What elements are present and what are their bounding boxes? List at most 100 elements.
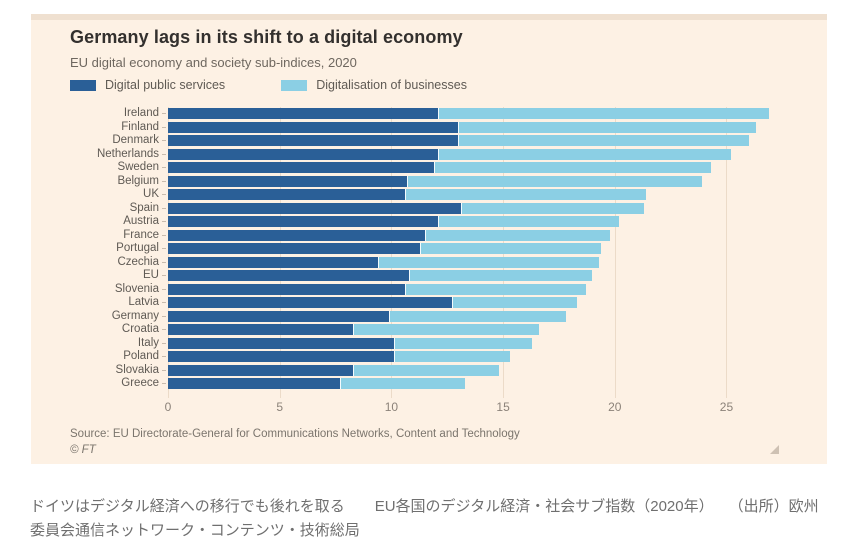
x-tick-label: 5 bbox=[276, 400, 284, 414]
segment-digital-public-services bbox=[168, 364, 354, 376]
stacked-bar bbox=[168, 175, 827, 187]
category-label: Germany bbox=[111, 309, 159, 322]
segment-digitalisation-of-businesses bbox=[389, 310, 566, 322]
category-label: Denmark bbox=[112, 134, 159, 146]
category-label: UK bbox=[143, 188, 159, 200]
category-label: Portugal bbox=[116, 242, 159, 254]
bar-row bbox=[162, 283, 827, 297]
chart-title: Germany lags in its shift to a digital e… bbox=[70, 27, 463, 47]
stacked-bar bbox=[168, 378, 827, 389]
bar-row bbox=[162, 242, 827, 256]
segment-digital-public-services bbox=[168, 270, 410, 281]
stacked-bar bbox=[168, 108, 827, 119]
legend: Digital public services Digitalisation o… bbox=[70, 78, 467, 92]
stacked-bar bbox=[168, 135, 827, 146]
stacked-bar bbox=[168, 270, 827, 281]
segment-digital-public-services bbox=[168, 243, 421, 254]
chart-subtitle: EU digital economy and society sub-indic… bbox=[70, 55, 357, 70]
chart-card: Germany lags in its shift to a digital e… bbox=[31, 14, 827, 464]
segment-digital-public-services bbox=[168, 283, 405, 295]
stacked-bar bbox=[168, 148, 827, 160]
segment-digitalisation-of-businesses bbox=[460, 202, 644, 214]
japanese-caption-line1: ドイツはデジタル経済への移行でも後れを取る EU各国のデジタル経済・社会サブ指数… bbox=[30, 498, 819, 515]
legend-label: Digitalisation of businesses bbox=[316, 78, 467, 92]
x-axis: 0 5 10 15 20 25 bbox=[164, 400, 827, 416]
category-label: Belgium bbox=[117, 174, 159, 187]
segment-digital-public-services bbox=[168, 175, 408, 187]
segment-digitalisation-of-businesses bbox=[433, 162, 711, 173]
segment-digital-public-services bbox=[168, 216, 439, 227]
bar-row bbox=[162, 310, 827, 324]
segment-digital-public-services bbox=[168, 310, 390, 322]
bar-row bbox=[162, 364, 827, 378]
segment-digital-public-services bbox=[168, 202, 461, 214]
category-label: Sweden bbox=[117, 161, 159, 173]
stacked-bar bbox=[168, 283, 827, 295]
legend-label: Digital public services bbox=[105, 78, 226, 92]
segment-digitalisation-of-businesses bbox=[458, 135, 749, 146]
bar-row bbox=[162, 121, 827, 135]
category-label: Spain bbox=[129, 201, 159, 214]
stacked-bar bbox=[168, 121, 827, 133]
bar-row bbox=[162, 269, 827, 283]
resize-handle-icon[interactable] bbox=[770, 445, 779, 454]
category-labels: Ireland Finland Denmark Netherlands Sweden Be… bbox=[31, 107, 159, 391]
segment-digitalisation-of-businesses bbox=[458, 121, 756, 133]
category-label: Poland bbox=[123, 350, 159, 362]
segment-digitalisation-of-businesses bbox=[393, 337, 533, 349]
segment-digital-public-services bbox=[168, 351, 394, 362]
segment-digital-public-services bbox=[168, 297, 452, 308]
segment-digital-public-services bbox=[168, 121, 459, 133]
segment-digital-public-services bbox=[168, 378, 340, 389]
segment-digitalisation-of-businesses bbox=[409, 270, 593, 281]
x-tick-label: 20 bbox=[608, 400, 622, 414]
legend-swatch-light-blue bbox=[281, 79, 308, 91]
stacked-bar bbox=[168, 337, 827, 349]
gridline bbox=[726, 107, 728, 398]
bar-row bbox=[162, 148, 827, 162]
gridline bbox=[614, 107, 616, 398]
stacked-bar bbox=[168, 162, 827, 173]
segment-digitalisation-of-businesses bbox=[438, 216, 620, 227]
source-line: Source: EU Directorate-General for Commu… bbox=[70, 428, 520, 440]
segment-digitalisation-of-businesses bbox=[404, 189, 647, 200]
segment-digital-public-services bbox=[168, 189, 405, 200]
bar-row bbox=[162, 134, 827, 148]
category-label: Slovenia bbox=[114, 282, 159, 295]
stacked-bar bbox=[168, 216, 827, 227]
segment-digital-public-services bbox=[168, 148, 439, 160]
legend-item-digitalisation: Digitalisation of businesses bbox=[281, 78, 467, 92]
segment-digitalisation-of-businesses bbox=[377, 256, 600, 268]
x-tick-label: 15 bbox=[496, 400, 510, 414]
segment-digital-public-services bbox=[168, 324, 354, 335]
bar-row bbox=[162, 107, 827, 121]
segment-digitalisation-of-businesses bbox=[353, 324, 539, 335]
stacked-bar bbox=[168, 364, 827, 376]
segment-digital-public-services bbox=[168, 256, 378, 268]
stacked-bar bbox=[168, 324, 827, 335]
category-label: Croatia bbox=[121, 323, 159, 335]
category-label: Greece bbox=[121, 377, 159, 389]
category-label: Slovakia bbox=[115, 363, 159, 376]
segment-digitalisation-of-businesses bbox=[438, 148, 731, 160]
segment-digitalisation-of-businesses bbox=[424, 229, 611, 241]
bar-row bbox=[162, 215, 827, 229]
legend-item-public-services: Digital public services bbox=[70, 78, 225, 92]
stacked-bar bbox=[168, 243, 827, 254]
segment-digital-public-services bbox=[168, 108, 439, 119]
bar-row bbox=[162, 188, 827, 202]
bar-row bbox=[162, 175, 827, 189]
stacked-bar bbox=[168, 189, 827, 200]
japanese-caption: ドイツはデジタル経済への移行でも後れを取る EU各国のデジタル経済・社会サブ指数… bbox=[30, 495, 842, 543]
segment-digitalisation-of-businesses bbox=[340, 378, 466, 389]
category-label: Latvia bbox=[128, 296, 159, 308]
category-label: Czechia bbox=[117, 255, 159, 268]
bar-row bbox=[162, 337, 827, 351]
segment-digitalisation-of-businesses bbox=[451, 297, 577, 308]
segment-digitalisation-of-businesses bbox=[407, 175, 702, 187]
category-label: Ireland bbox=[123, 107, 159, 119]
x-tick-label: 0 bbox=[164, 400, 172, 414]
category-label: Finland bbox=[121, 120, 159, 133]
bar-row bbox=[162, 202, 827, 216]
ft-copyright: © FT bbox=[70, 444, 96, 456]
